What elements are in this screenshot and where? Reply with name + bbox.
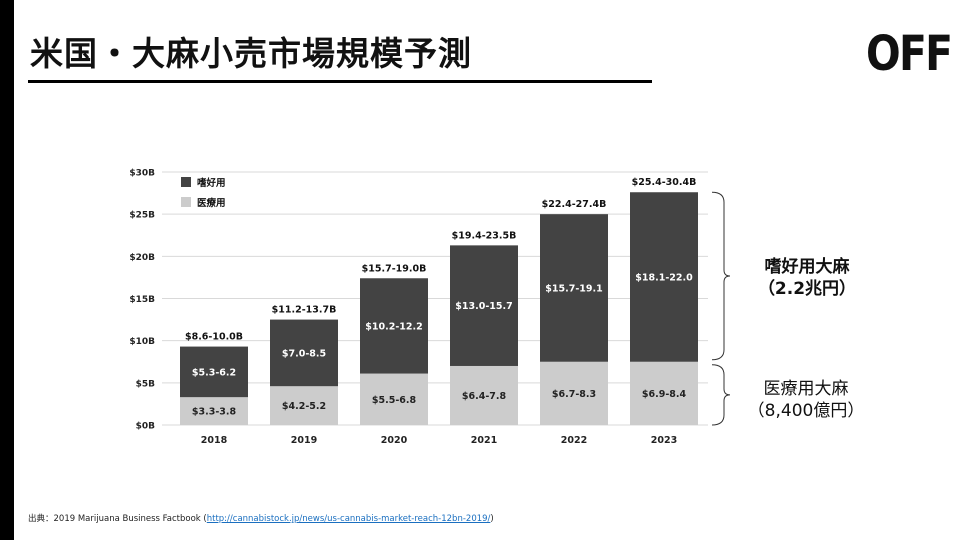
left-accent-bar [0,0,14,540]
medical-value-label: $6.4-7.8 [462,391,507,402]
recreational-value-label: $10.2-12.2 [365,321,422,332]
x-tick-label: 2021 [471,435,497,446]
segment-braces [711,191,731,426]
y-tick-label: $15B [129,295,155,305]
recreational-side-title: 嗜好用大麻 [764,257,850,277]
x-tick-label: 2020 [381,435,408,446]
medical-value-label: $5.5-6.8 [372,395,417,406]
recreational-bar [450,245,518,366]
medical-bar [180,397,248,425]
recreational-bar [360,278,428,374]
medical-bar [450,365,518,425]
recreational-bar [180,346,248,398]
medical-value-label: $4.2-5.2 [282,401,326,412]
total-value-label: $22.4-27.4B [542,199,607,210]
y-tick-label: $20B [129,253,155,263]
y-tick-label: $30B [129,169,155,179]
y-tick-label: $0B [136,422,156,432]
total-value-label: $25.4-30.4B [632,177,697,188]
medical-value-label: $6.9-8.4 [642,389,687,400]
title-underline [28,80,652,83]
medical-legend-label: 医療用 [197,197,226,209]
medical-side-title: 医療用大麻 [763,379,849,399]
total-value-label: $15.7-19.0B [362,263,427,274]
x-tick-label: 2022 [561,435,587,446]
page-title: 米国・大麻小売市場規模予測 [30,34,472,73]
y-axis-ticks: $0B $5B $10B $15B $20B $25B $30B [129,169,155,432]
x-axis-ticks: 2018 2019 2020 2021 2022 2023 [201,435,677,446]
medical-value-label: $6.7-8.3 [552,389,596,400]
source-link[interactable]: http://cannabistock.jp/news/us-cannabis-… [206,514,491,524]
medical-side-amount: （8,400億円） [747,401,865,421]
total-value-label: $8.6-10.0B [185,332,243,343]
recreational-bar [540,214,608,362]
y-tick-label: $25B [129,211,155,221]
medical-bar [540,361,608,425]
y-tick-label: $10B [129,337,155,347]
medical-value-label: $3.3-3.8 [192,407,237,418]
recreational-value-label: $7.0-8.5 [282,348,326,359]
grid-lines [162,171,708,426]
x-tick-label: 2019 [291,435,317,446]
medical-bar [360,373,428,425]
recreational-value-label: $5.3-6.2 [192,367,236,378]
total-value-label: $19.4-23.5B [452,230,517,241]
medical-legend-swatch [181,197,191,207]
recreational-bar [270,319,338,387]
source-citation: 出典：2019 Marijuana Business Factbook (htt… [28,512,494,524]
recreational-side-label: 嗜好用大麻 （2.2兆円） [752,256,862,300]
recreational-legend-swatch [181,177,191,187]
x-tick-label: 2018 [201,435,228,446]
bar-labels: $3.3-3.8 $5.3-6.2 $8.6-10.0B $4.2-5.2 $7.0-8… [185,177,696,417]
bars [180,192,698,425]
recreational-value-label: $15.7-19.1 [545,283,602,294]
y-tick-label: $5B [136,379,156,389]
recreational-brace [711,191,731,361]
medical-bar [630,361,698,425]
source-prefix: 出典：2019 Marijuana Business Factbook ( [28,514,207,524]
recreational-bar [630,192,698,362]
x-tick-label: 2023 [651,435,677,446]
medical-brace [711,364,731,426]
brand-logo: OFF [866,26,953,82]
recreational-legend-label: 嗜好用 [197,177,226,189]
recreational-side-amount: （2.2兆円） [757,279,857,299]
medical-side-label: 医療用大麻 （8,400億円） [744,378,868,422]
recreational-value-label: $13.0-15.7 [455,301,512,312]
recreational-value-label: $18.1-22.0 [635,272,693,283]
total-value-label: $11.2-13.7B [272,305,337,316]
source-suffix: ) [490,514,494,524]
medical-bar [270,386,338,425]
